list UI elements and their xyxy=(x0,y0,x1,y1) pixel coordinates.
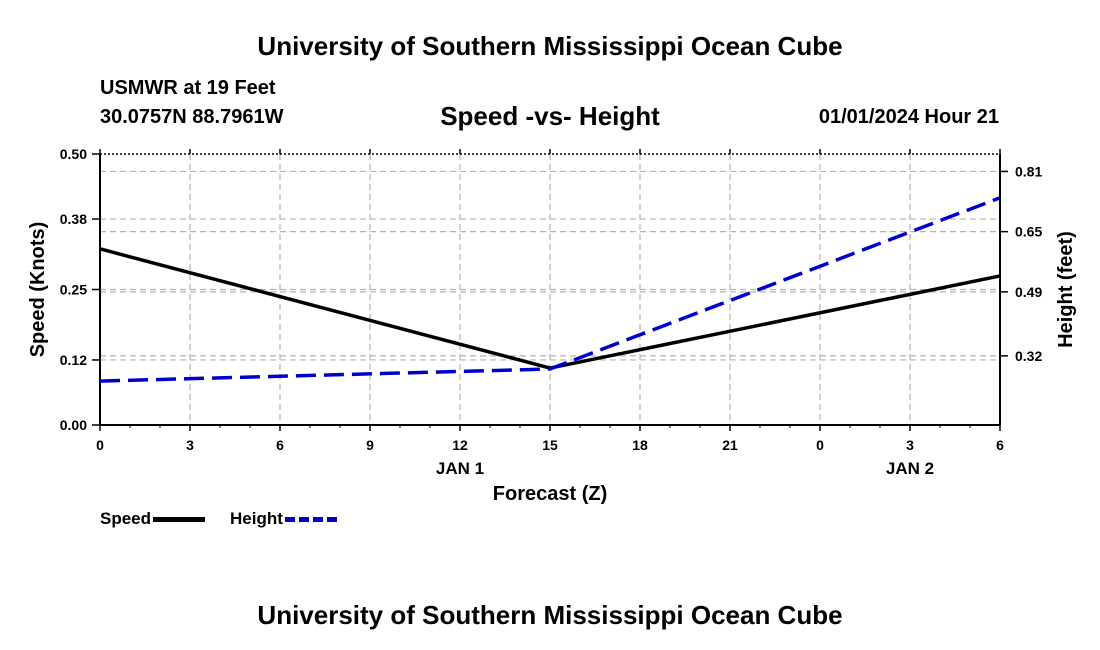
y2-tick-label: 0.32 xyxy=(1015,348,1042,364)
legend-speed-swatch xyxy=(153,516,206,522)
x-tick-label: 18 xyxy=(632,437,648,453)
x-axis-title: Forecast (Z) xyxy=(493,483,607,505)
legend-height-label: Height xyxy=(230,509,283,528)
y-tick-label: 0.38 xyxy=(60,211,87,227)
x-tick-label: 21 xyxy=(722,437,738,453)
x-tick-label: 12 xyxy=(452,437,468,453)
legend-speed-label: Speed xyxy=(100,509,152,528)
station-label: USMWR at 19 Feet xyxy=(100,77,276,99)
x-tick-label: 15 xyxy=(542,437,558,453)
legend-speed: Speed xyxy=(100,509,206,529)
date-label: JAN 1 xyxy=(436,459,484,478)
y2-tick-label: 0.49 xyxy=(1015,284,1042,300)
station-coords: 30.0757N 88.7961W xyxy=(100,106,284,128)
y-tick-label: 0.50 xyxy=(60,146,87,162)
y2-axis-title: Height (feet) xyxy=(1055,231,1077,348)
legend-height-swatch xyxy=(284,516,337,522)
x-tick-label: 6 xyxy=(276,437,284,453)
series-line-height xyxy=(99,196,1001,383)
y-tick-label: 0.12 xyxy=(60,352,87,368)
main-title-top: University of Southern Mississippi Ocean… xyxy=(257,31,843,61)
x-tick-label: 0 xyxy=(816,437,824,453)
y-axis-title: Speed (Knots) xyxy=(27,222,49,358)
x-tick-label: 0 xyxy=(96,437,104,453)
legend-height: Height xyxy=(230,509,337,529)
x-tick-label: 3 xyxy=(186,437,194,453)
forecast-datetime: 01/01/2024 Hour 21 xyxy=(818,106,999,128)
date-label: JAN 2 xyxy=(886,459,934,478)
y2-tick-label: 0.65 xyxy=(1015,224,1042,240)
y2-tick-label: 0.81 xyxy=(1015,163,1042,179)
y-tick-label: 0.25 xyxy=(60,282,87,298)
x-tick-label: 3 xyxy=(906,437,914,453)
y-tick-label: 0.00 xyxy=(60,417,87,433)
x-tick-label: 9 xyxy=(366,437,374,453)
main-title-bottom: University of Southern Mississippi Ocean… xyxy=(257,600,843,630)
chart-title: Speed -vs- Height xyxy=(440,101,660,131)
x-tick-label: 6 xyxy=(996,437,1004,453)
